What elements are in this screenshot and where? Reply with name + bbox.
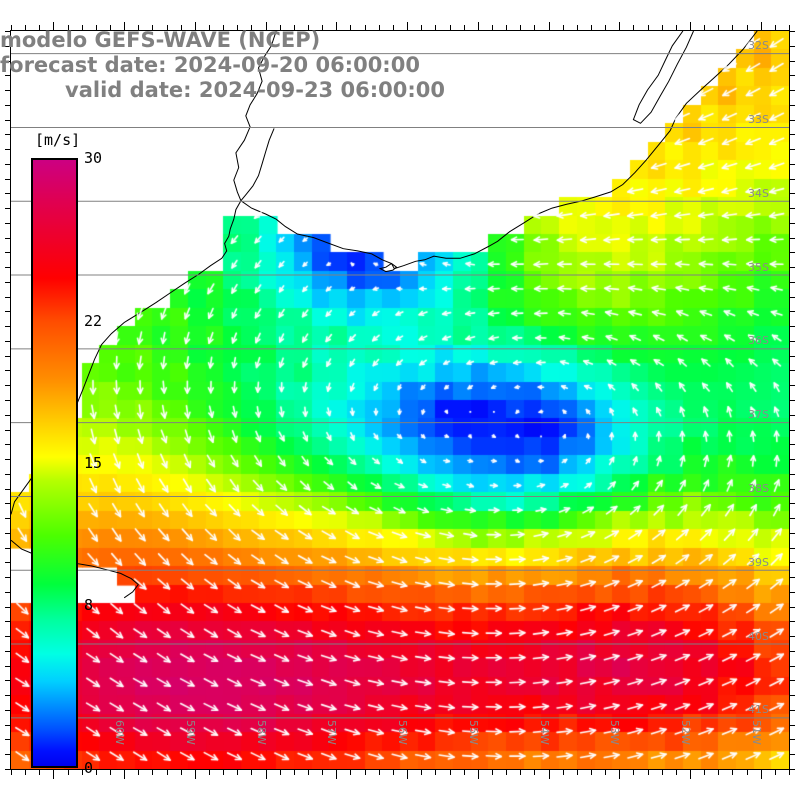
colorbar-tick-label: 15 (84, 454, 103, 472)
colorbar-gradient (31, 158, 78, 768)
axis-ticks-bottom (10, 770, 790, 782)
axis-ticks-top (10, 20, 790, 30)
wind-direction-arrows (11, 31, 789, 769)
axis-ticks-right (790, 30, 800, 770)
colorbar-tick-label: 8 (84, 596, 94, 615)
colorbar-unit-label: [m/s] (35, 131, 81, 149)
colorbar-tick-label: 0 (84, 759, 94, 777)
colorbar-tick-label: 30 (84, 149, 103, 167)
colorbar-tick-label: 22 (84, 311, 103, 330)
axis-ticks-left (0, 30, 10, 770)
map-frame (10, 30, 790, 770)
colorbar: [m/s] 30 22 15 8 0 (31, 131, 102, 777)
